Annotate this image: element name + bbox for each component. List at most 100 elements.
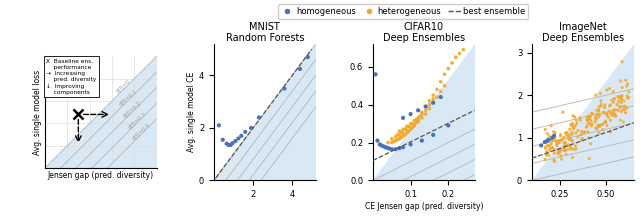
Point — [590, 117, 600, 120]
Point — [616, 97, 627, 101]
Point — [605, 111, 616, 114]
Point — [602, 113, 612, 117]
Point — [583, 118, 593, 122]
Point — [595, 113, 605, 117]
Point — [543, 138, 554, 142]
Point — [543, 144, 553, 147]
Point — [428, 101, 438, 104]
Point — [605, 119, 616, 122]
Point — [254, 116, 264, 119]
Point — [590, 120, 600, 124]
Point — [586, 119, 596, 122]
Point — [413, 120, 423, 123]
Point — [572, 122, 582, 125]
Point — [547, 136, 557, 139]
Point — [561, 143, 572, 147]
Point — [536, 144, 547, 147]
Point — [554, 140, 564, 143]
Point — [591, 115, 601, 119]
Point — [218, 138, 228, 141]
Point — [561, 131, 571, 135]
Point — [586, 112, 596, 115]
Point — [587, 122, 597, 126]
Point — [387, 147, 397, 151]
Point — [394, 133, 404, 137]
Point — [540, 140, 550, 144]
Point — [233, 137, 243, 140]
Point — [559, 149, 570, 152]
Point — [588, 112, 598, 115]
Point — [382, 146, 392, 150]
Point — [569, 148, 579, 151]
Point — [392, 133, 403, 137]
Y-axis label: Avg. single model CE: Avg. single model CE — [188, 72, 196, 152]
Point — [571, 147, 581, 150]
Point — [563, 148, 573, 151]
Point — [408, 122, 418, 125]
Point — [595, 123, 605, 127]
Point — [591, 127, 602, 130]
Point — [540, 158, 550, 161]
Point — [424, 99, 435, 103]
Point — [417, 110, 427, 114]
Point — [593, 124, 603, 127]
Point — [596, 99, 606, 103]
Point — [402, 128, 412, 132]
Title: CIFAR10
Deep Ensembles: CIFAR10 Deep Ensembles — [383, 22, 465, 43]
Point — [225, 143, 236, 147]
Point — [577, 130, 587, 133]
Point — [552, 143, 562, 146]
Point — [591, 117, 602, 121]
Point — [577, 137, 588, 140]
Point — [548, 134, 558, 138]
Point — [390, 147, 401, 151]
Point — [230, 139, 241, 143]
Point — [451, 55, 461, 59]
Point — [458, 48, 468, 51]
Point — [583, 130, 593, 134]
Point — [582, 115, 593, 118]
Point — [608, 90, 618, 94]
Point — [387, 137, 397, 141]
Point — [620, 104, 630, 108]
Point — [420, 105, 431, 108]
Point — [622, 106, 632, 110]
Polygon shape — [45, 56, 157, 168]
Point — [553, 152, 563, 155]
Point — [223, 143, 234, 147]
Point — [566, 124, 577, 127]
Point — [552, 139, 563, 143]
Point — [558, 110, 568, 114]
Point — [591, 94, 601, 97]
Point — [549, 160, 559, 163]
Point — [622, 82, 632, 86]
Point — [597, 123, 607, 126]
Point — [564, 144, 575, 147]
Point — [559, 145, 569, 148]
Point — [387, 141, 397, 144]
Point — [595, 92, 605, 95]
Point — [617, 60, 627, 64]
Point — [615, 118, 625, 122]
Point — [616, 98, 627, 102]
Point — [420, 108, 431, 112]
Point — [371, 73, 381, 76]
Point — [555, 139, 565, 142]
Point — [566, 147, 577, 151]
Point — [547, 139, 557, 142]
Point — [611, 115, 621, 118]
Point — [550, 131, 560, 134]
Point — [378, 145, 388, 148]
Point — [409, 119, 419, 123]
Point — [582, 118, 592, 122]
Point — [593, 108, 604, 111]
Point — [593, 125, 604, 128]
Point — [592, 112, 602, 116]
Point — [607, 99, 617, 102]
Point — [540, 147, 550, 150]
Point — [571, 118, 581, 122]
Point — [576, 138, 586, 142]
Point — [554, 148, 564, 152]
Point — [594, 105, 604, 108]
Point — [390, 139, 401, 142]
